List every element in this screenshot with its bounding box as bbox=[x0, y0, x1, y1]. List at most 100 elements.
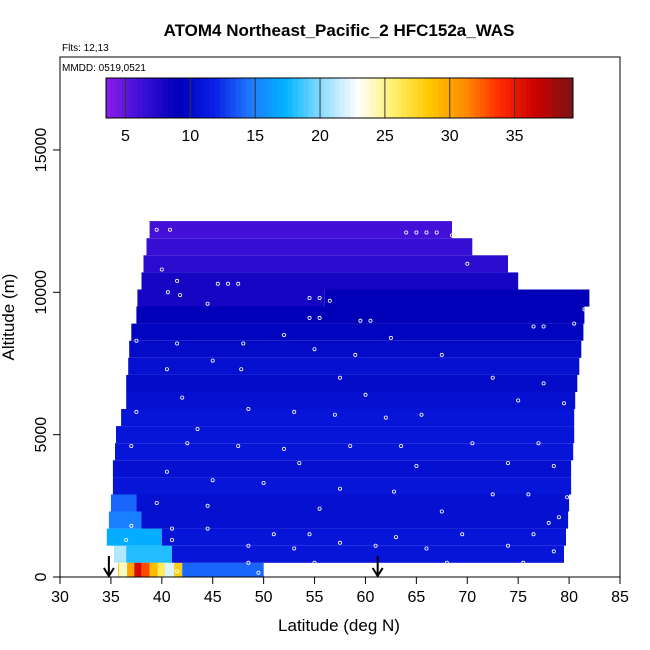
sample-point bbox=[165, 290, 170, 295]
sample-point bbox=[205, 301, 210, 306]
colorbar-swatch bbox=[137, 78, 143, 118]
sample-point bbox=[551, 463, 556, 468]
sample-point bbox=[225, 281, 230, 286]
sample-point bbox=[572, 321, 577, 326]
sample-point bbox=[439, 509, 444, 514]
sample-point bbox=[414, 463, 419, 468]
colorbar-swatch bbox=[552, 78, 558, 118]
sample-point bbox=[124, 538, 129, 543]
sample-point bbox=[393, 535, 398, 540]
sample-point bbox=[562, 401, 567, 406]
surface-cell-2 bbox=[134, 562, 142, 577]
sample-point bbox=[292, 546, 297, 551]
sample-point bbox=[271, 532, 276, 537]
sample-point bbox=[327, 298, 332, 303]
sample-point bbox=[419, 412, 424, 417]
colorbar-swatch bbox=[334, 78, 340, 118]
colorbar-tick-label: 20 bbox=[311, 128, 329, 145]
chart-title: ATOM4 Northeast_Pacific_2 HFC152a_WAS bbox=[164, 21, 515, 40]
samples-layer bbox=[108, 227, 587, 575]
colorbar-swatch bbox=[521, 78, 527, 118]
sample-point bbox=[546, 520, 551, 525]
sample-point bbox=[134, 338, 139, 343]
surface-cell-6 bbox=[164, 562, 175, 577]
colorbar-swatch bbox=[531, 78, 538, 118]
sample-point bbox=[178, 293, 183, 298]
sample-point bbox=[449, 233, 454, 238]
field-cell-18 bbox=[128, 357, 580, 375]
sample-point bbox=[521, 560, 526, 565]
sample-point bbox=[505, 461, 510, 466]
sample-point bbox=[337, 486, 342, 491]
colorbar-tick-label: 25 bbox=[376, 128, 394, 145]
colorbar-swatch bbox=[375, 78, 382, 118]
colorbar-swatch bbox=[396, 78, 403, 118]
sample-point bbox=[164, 367, 169, 372]
field-cell-14 bbox=[116, 426, 575, 444]
colorbar-swatch bbox=[438, 78, 444, 118]
colorbar-swatch bbox=[401, 78, 408, 118]
colorbar-swatch bbox=[448, 78, 455, 118]
field-cell-10 bbox=[136, 494, 570, 512]
field-cell-23 bbox=[324, 289, 590, 307]
sample-point bbox=[490, 492, 495, 497]
y-tick-label: 10000 bbox=[33, 270, 50, 315]
colorbar-swatch bbox=[178, 78, 185, 118]
sample-point bbox=[383, 415, 388, 420]
field-cell-4 bbox=[172, 545, 564, 563]
field-cell-17 bbox=[126, 374, 578, 392]
field-cell-15 bbox=[121, 409, 575, 427]
surface-cell-3 bbox=[141, 562, 150, 577]
sample-point bbox=[470, 441, 475, 446]
sample-point bbox=[195, 426, 200, 431]
x-axis-label: Latitude (deg N) bbox=[278, 616, 400, 635]
sample-point bbox=[526, 492, 531, 497]
sample-point bbox=[317, 506, 322, 511]
sample-point bbox=[460, 532, 465, 537]
colorbar-swatch bbox=[147, 78, 154, 118]
x-tick-label: 55 bbox=[306, 589, 324, 606]
sample-point bbox=[134, 409, 139, 414]
colorbar-swatch bbox=[225, 78, 231, 118]
sample-point bbox=[368, 318, 373, 323]
colorbar-swatch bbox=[443, 78, 449, 118]
field-cell-26 bbox=[146, 238, 473, 256]
colorbar-swatch bbox=[152, 78, 159, 118]
colorbar: 5 10 15 20 25 30 35 bbox=[105, 77, 574, 145]
sample-point bbox=[246, 406, 251, 411]
sample-point bbox=[373, 543, 378, 548]
flights-label: Flts: 12,13 bbox=[62, 43, 109, 54]
sample-point bbox=[175, 569, 180, 574]
colorbar-swatch bbox=[106, 78, 112, 118]
colorbar-swatch bbox=[515, 78, 522, 118]
plot-area: 5 10 15 20 25 30 35 bbox=[59, 56, 621, 578]
sample-point bbox=[337, 540, 342, 545]
sample-point bbox=[180, 395, 185, 400]
colorbar-tick-label: 35 bbox=[506, 128, 524, 145]
sample-point bbox=[236, 281, 241, 286]
sample-point bbox=[531, 532, 536, 537]
sample-point bbox=[159, 267, 164, 272]
colorbar-frame bbox=[105, 77, 574, 119]
field-cell-8 bbox=[141, 511, 569, 529]
sample-point bbox=[297, 570, 302, 575]
colorbar-swatch bbox=[547, 78, 553, 118]
colorbar-swatch bbox=[355, 78, 361, 118]
colorbar-swatch bbox=[157, 78, 164, 118]
sample-point bbox=[307, 532, 312, 537]
x-tick-label: 40 bbox=[153, 589, 171, 606]
sample-point bbox=[363, 392, 368, 397]
sample-point bbox=[565, 495, 570, 500]
sample-point bbox=[256, 570, 261, 575]
flight-arrow-1 bbox=[371, 556, 384, 578]
colorbar-swatch bbox=[500, 78, 506, 118]
field-cell-9 bbox=[110, 494, 137, 512]
colorbar-swatch bbox=[458, 78, 465, 118]
y-axis-label: Altitude (m) bbox=[0, 274, 18, 361]
sample-point bbox=[167, 227, 172, 232]
colorbar-swatch bbox=[246, 78, 252, 118]
x-tick-label: 50 bbox=[255, 589, 273, 606]
colorbar-swatch bbox=[505, 78, 512, 118]
colorbar-swatch bbox=[214, 78, 221, 118]
field-cell-19 bbox=[129, 340, 582, 358]
